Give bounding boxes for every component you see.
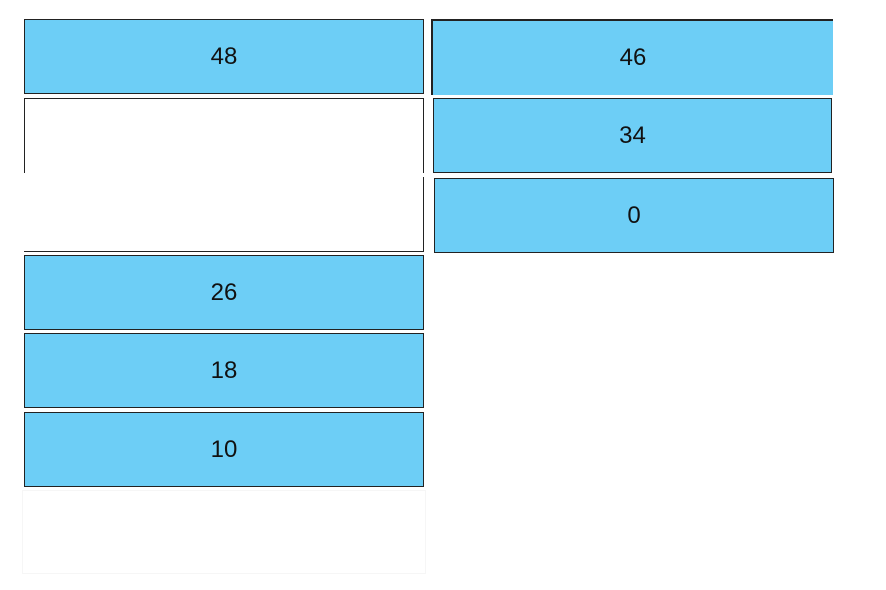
empty-tile (24, 98, 424, 173)
empty-tile (22, 490, 426, 574)
tile[interactable]: 26 (24, 255, 424, 330)
tile[interactable]: 18 (24, 333, 424, 408)
tile[interactable]: 48 (24, 19, 424, 94)
empty-tile (24, 177, 424, 252)
tile[interactable]: 0 (434, 178, 834, 253)
tile[interactable]: 46 (431, 19, 833, 95)
tile[interactable]: 10 (24, 412, 424, 487)
tile[interactable]: 34 (433, 98, 832, 173)
